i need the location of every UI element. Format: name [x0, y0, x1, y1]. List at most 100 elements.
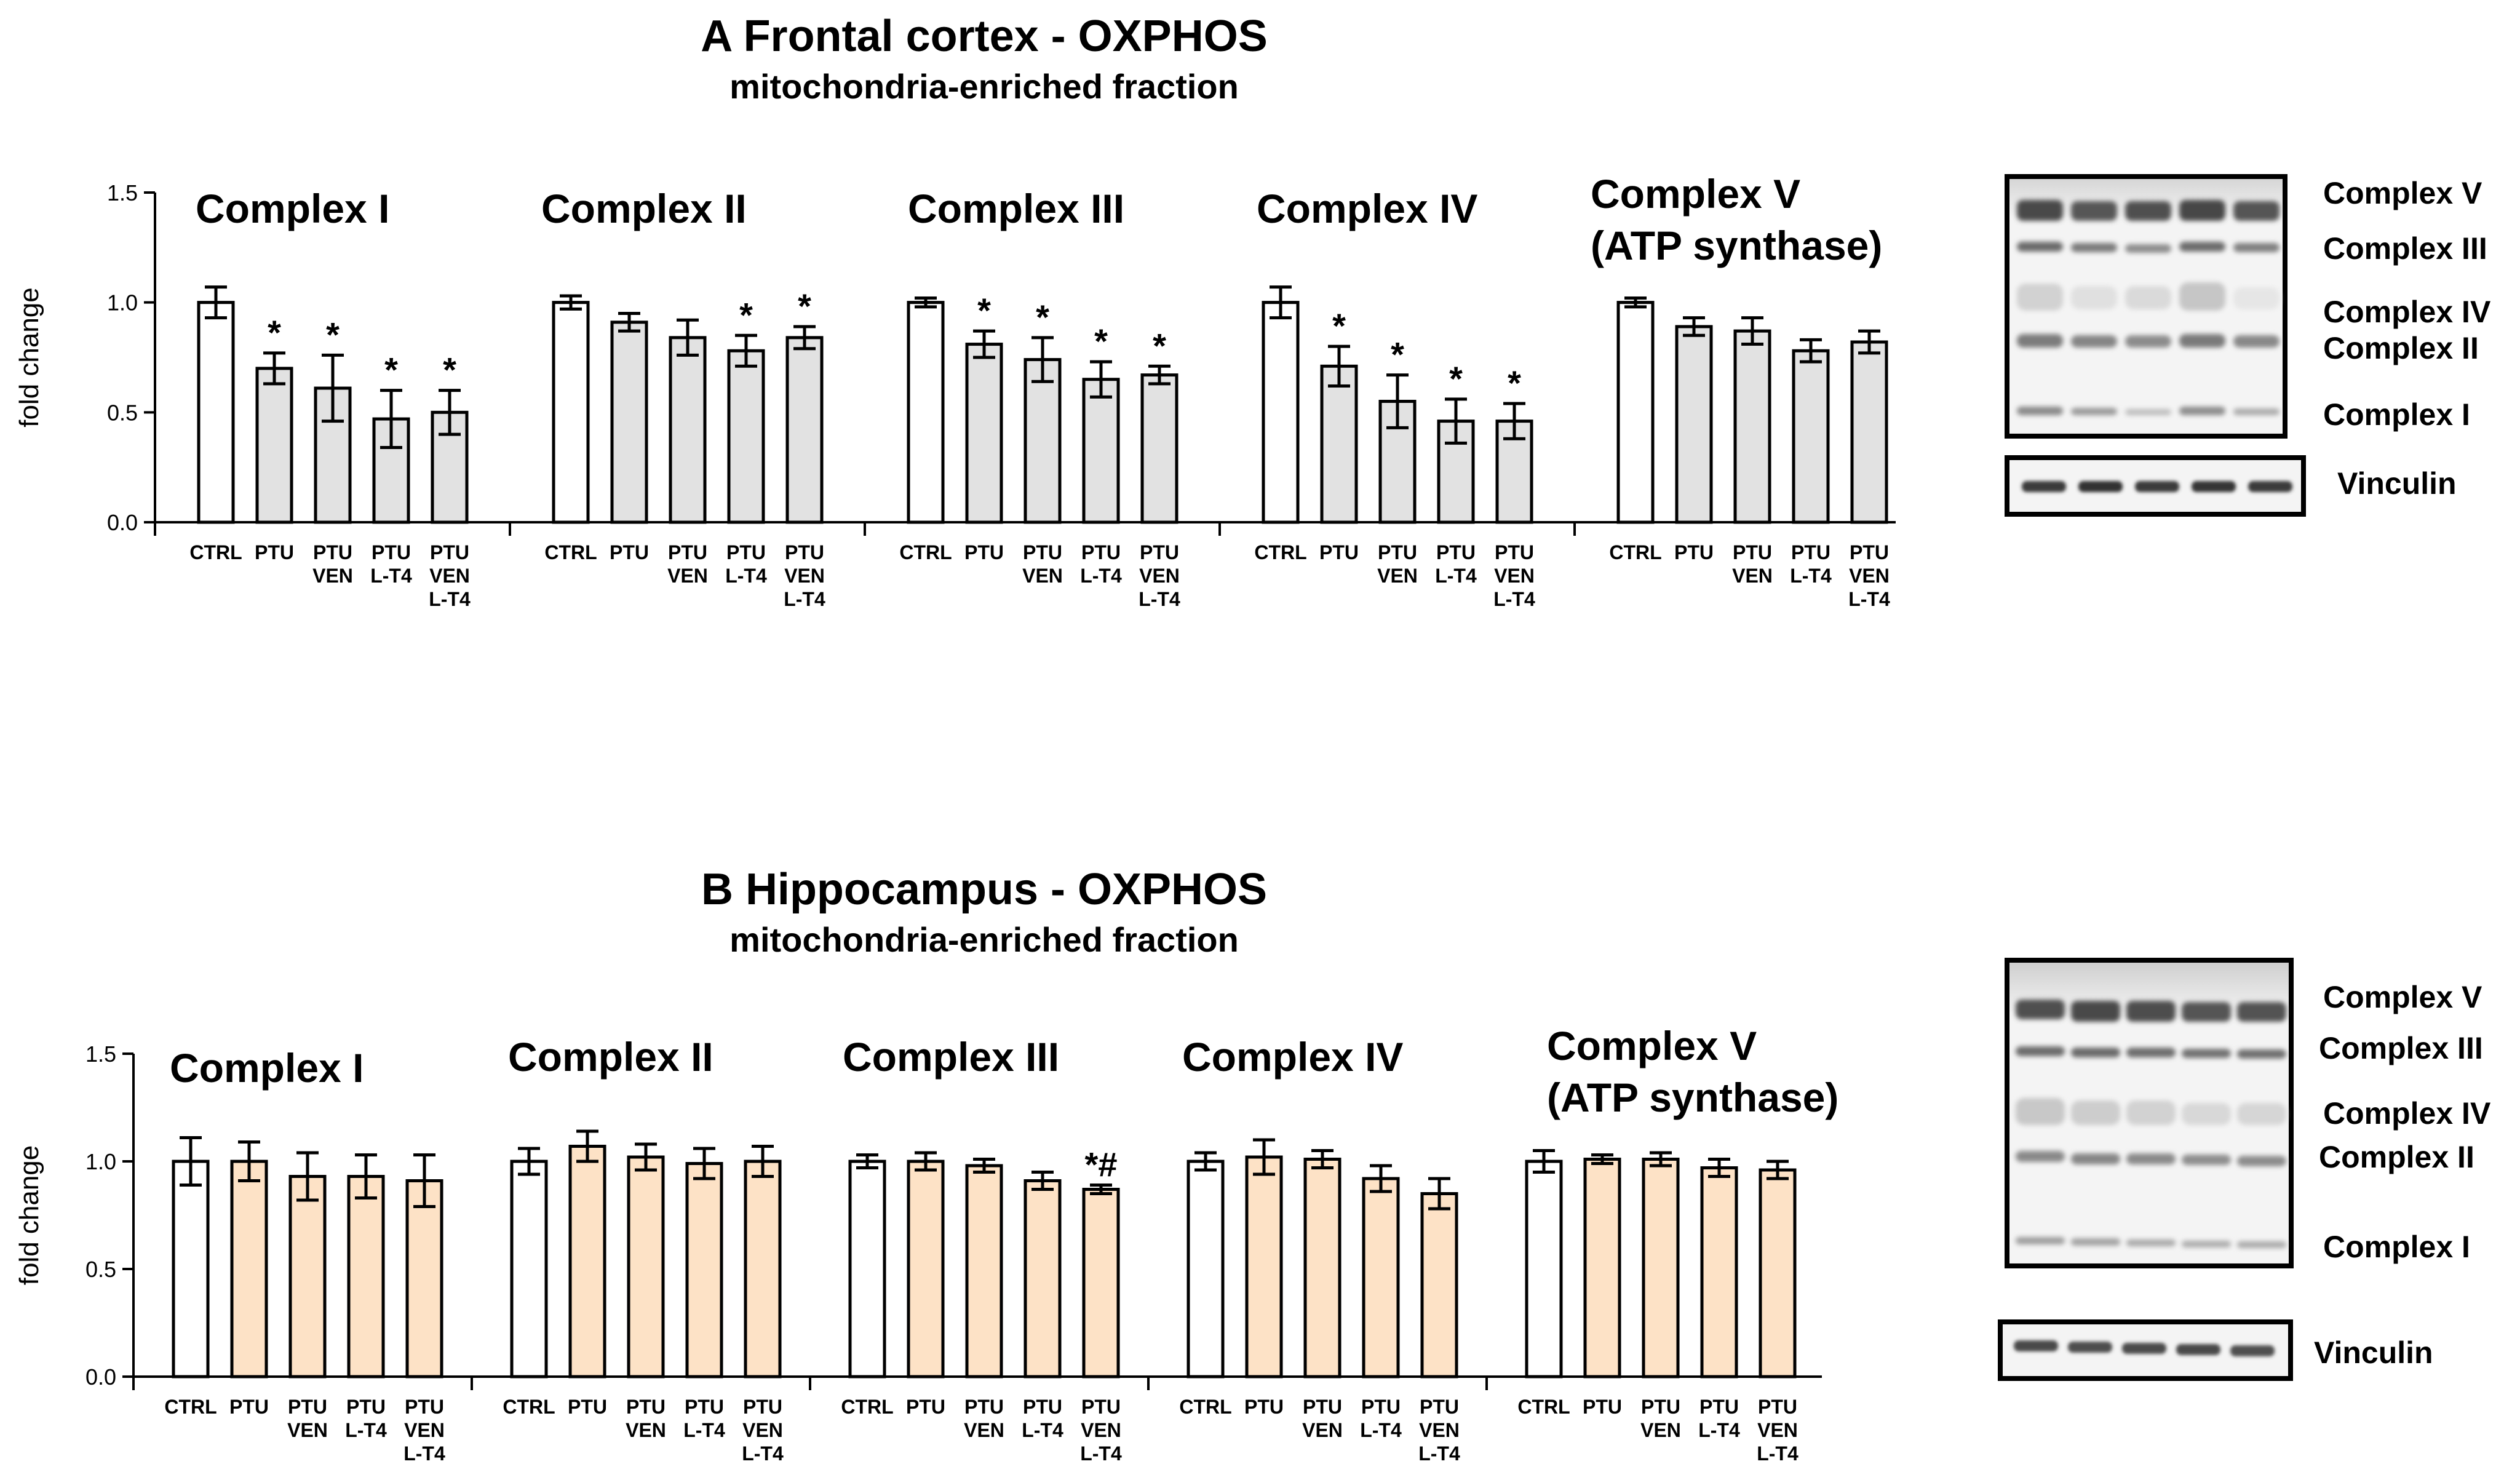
a-x-tick-label: VEN: [429, 565, 470, 587]
a-x-tick-label: L-T4: [725, 565, 767, 587]
panel-a-blot-label-complex-iv: Complex IV: [2323, 295, 2491, 329]
a-x-tick-label: VEN: [784, 565, 825, 587]
b-significance-complex-iii-4: *#: [1085, 1145, 1118, 1184]
b-x-tick-label: PTU: [1699, 1396, 1739, 1418]
a-x-tick-label: L-T4: [1493, 588, 1535, 610]
b-bar-complex-v-1: [1583, 1158, 1621, 1379]
a-bar-complex-v-3: [1792, 349, 1830, 524]
b-group-title-complex-iii: Complex III: [843, 1034, 1059, 1080]
b-bar-complex-ii-4: [744, 1160, 782, 1379]
a-significance-complex-iii-2: *: [1036, 298, 1049, 336]
a-x-tick-label: PTU: [668, 541, 707, 563]
b-x-tick-label: L-T4: [683, 1419, 725, 1441]
a-x-tick-label: PTU: [1850, 541, 1889, 563]
b-x-tick-label: PTU: [743, 1396, 782, 1418]
b-bar-complex-ii-0: [510, 1160, 548, 1379]
a-x-tick-label: L-T4: [1435, 565, 1477, 587]
a-x-tick-label: PTU: [1378, 541, 1417, 563]
a-x-tick-label: PTU: [610, 541, 649, 563]
a-x-tick-label: PTU: [1791, 541, 1830, 563]
panel-a-title: A Frontal cortex - OXPHOS: [701, 12, 1268, 61]
b-bar-complex-i-3: [347, 1175, 385, 1379]
a-significance-complex-iv-3: *: [1449, 359, 1463, 398]
b-x-tick-label: VEN: [1081, 1419, 1121, 1441]
b-x-tick-label: PTU: [685, 1396, 724, 1418]
a-x-tick-label: VEN: [1494, 565, 1535, 587]
a-x-tick-label: L-T4: [784, 588, 825, 610]
b-group-title-complex-iv: Complex IV: [1182, 1034, 1403, 1080]
a-bar-complex-iv-1: [1320, 364, 1358, 524]
b-x-tick-label: PTU: [1081, 1396, 1121, 1418]
a-significance-complex-i-3: *: [384, 351, 398, 389]
a-bar-complex-iv-0: [1262, 301, 1300, 524]
panel-b-blot-label-complex-iv: Complex IV: [2323, 1096, 2491, 1131]
a-x-tick-label: PTU: [785, 541, 824, 563]
b-x-tick-label: L-T4: [403, 1442, 445, 1465]
panel-b-vinculin-blot: [1998, 1319, 2293, 1384]
b-x-tick-label: PTU: [288, 1396, 327, 1418]
b-x-tick-label: CTRL: [1517, 1396, 1570, 1418]
panel-b-oxphos-blot: [2005, 958, 2294, 1271]
a-group-title-complex-ii: Complex II: [541, 186, 747, 231]
b-x-tick-label: CTRL: [164, 1396, 217, 1418]
a-bar-complex-v-1: [1675, 325, 1713, 524]
b-x-tick-label: PTU: [346, 1396, 386, 1418]
panel-a-blot-label-complex-ii: Complex II: [2323, 331, 2479, 365]
a-x-tick-label: PTU: [964, 541, 1004, 563]
a-x-tick-label: PTU: [1023, 541, 1062, 563]
b-bar-complex-iv-3: [1362, 1177, 1400, 1379]
a-x-tick-label: VEN: [312, 565, 353, 587]
a-x-tick-label: L-T4: [1848, 588, 1890, 610]
b-y-tick-label: 1.5: [85, 1041, 116, 1067]
panel-a-vinculin-blot: [2005, 455, 2306, 520]
panel-a-subtitle: mitochondria-enriched fraction: [729, 67, 1239, 106]
a-x-tick-label: VEN: [1022, 565, 1063, 587]
b-bar-complex-iii-2: [965, 1164, 1003, 1379]
b-x-tick-label: PTU: [1361, 1396, 1401, 1418]
a-x-tick-label: CTRL: [189, 541, 242, 563]
b-bar-complex-iv-4: [1420, 1192, 1458, 1379]
a-x-tick-label: VEN: [667, 565, 708, 587]
b-bar-complex-iii-3: [1024, 1179, 1062, 1379]
b-bar-complex-i-0: [172, 1160, 210, 1379]
b-x-tick-label: VEN: [1640, 1419, 1681, 1441]
panel-b-blot-label-complex-i: Complex I: [2323, 1230, 2470, 1264]
panel-a-blot-label-complex-i: Complex I: [2323, 397, 2470, 432]
a-x-tick-label: L-T4: [429, 588, 471, 610]
a-x-tick-label: PTU: [255, 541, 294, 563]
panel-a-blot-label-complex-v: Complex V: [2323, 176, 2482, 210]
a-group-title-complex-v: Complex V: [1591, 171, 1800, 217]
panel-a-oxphos-blot: [2005, 174, 2287, 442]
b-x-tick-label: VEN: [1302, 1419, 1343, 1441]
b-group-title-complex-i: Complex I: [170, 1045, 364, 1091]
b-bar-complex-v-4: [1759, 1168, 1797, 1379]
b-bar-complex-iii-4: [1082, 1188, 1120, 1379]
panel-a-blot-label-vinculin: Vinculin: [2337, 466, 2457, 501]
a-x-tick-label: CTRL: [1609, 541, 1661, 563]
b-x-tick-label: PTU: [1641, 1396, 1680, 1418]
a-x-tick-label: L-T4: [1790, 565, 1832, 587]
b-bar-complex-v-3: [1700, 1166, 1738, 1379]
a-x-tick-label: CTRL: [899, 541, 952, 563]
a-x-tick-label: L-T4: [1139, 588, 1180, 610]
b-x-tick-label: L-T4: [1080, 1442, 1122, 1465]
b-x-tick-label: VEN: [626, 1419, 666, 1441]
b-x-tick-label: PTU: [1420, 1396, 1459, 1418]
a-y-tick-label: 1.5: [107, 180, 138, 205]
a-x-tick-label: PTU: [430, 541, 469, 563]
a-y-tick-label: 0.0: [107, 510, 138, 535]
a-y-tick-label: 0.5: [107, 400, 138, 425]
a-significance-complex-i-2: *: [326, 315, 340, 354]
b-bar-complex-iii-0: [848, 1160, 886, 1379]
a-x-tick-label: VEN: [1377, 565, 1418, 587]
b-bar-complex-i-4: [405, 1179, 443, 1379]
b-x-tick-label: L-T4: [1698, 1419, 1740, 1441]
a-significance-complex-ii-3: *: [739, 295, 753, 334]
a-x-tick-label: CTRL: [1254, 541, 1306, 563]
a-x-tick-label: PTU: [1495, 541, 1534, 563]
b-x-tick-label: VEN: [287, 1419, 328, 1441]
b-x-tick-label: VEN: [742, 1419, 783, 1441]
panel-a-blot-label-complex-iii: Complex III: [2323, 231, 2487, 266]
b-group-title-complex-v: Complex V: [1547, 1023, 1757, 1068]
a-bar-complex-iii-3: [1082, 378, 1120, 524]
